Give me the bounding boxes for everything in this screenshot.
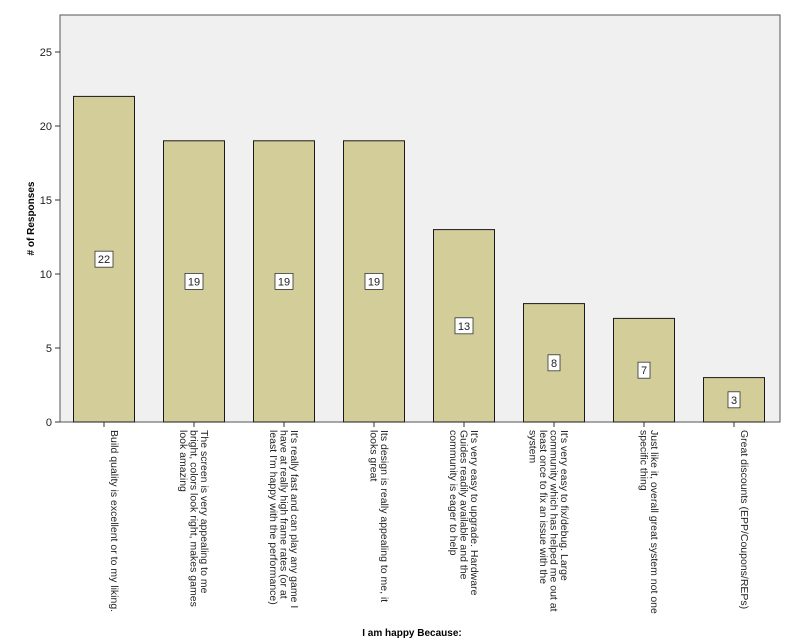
y-tick-label: 25 bbox=[40, 47, 52, 59]
data-label: 13 bbox=[458, 321, 470, 333]
x-tick-label-line: It's very easy to upgrade. Hardware bbox=[468, 430, 480, 596]
x-axis: Build quality is excellent or to my liki… bbox=[103, 422, 750, 614]
data-label: 19 bbox=[278, 276, 290, 288]
x-tick-label: Build quality is excellent or to my liki… bbox=[108, 430, 120, 612]
x-tick-label-line: bright, colors look right, makes games bbox=[188, 430, 200, 607]
data-label: 7 bbox=[641, 365, 647, 377]
data-label-box bbox=[94, 250, 114, 268]
data-label: 22 bbox=[98, 254, 110, 266]
y-tick-label: 15 bbox=[40, 195, 52, 207]
data-label-box bbox=[274, 272, 294, 290]
x-tick-label-line: Just like it, overall great system not o… bbox=[648, 430, 660, 614]
x-tick-label-line: community is eager to help bbox=[447, 430, 459, 556]
x-tick-label-line: look amazing bbox=[177, 430, 189, 492]
y-tick-label: 5 bbox=[46, 343, 52, 355]
y-tick-label: 10 bbox=[40, 269, 52, 281]
data-label-box bbox=[727, 391, 741, 409]
data-label-box bbox=[184, 272, 204, 290]
x-tick-label: The screen is very appealing to mebright… bbox=[177, 430, 210, 607]
x-tick-label: It's really fast and can play any game I… bbox=[267, 430, 300, 608]
x-tick-label: It's very easy to fix/debug. Largecommun… bbox=[527, 430, 571, 612]
data-label: 8 bbox=[551, 358, 557, 370]
x-tick-label-line: The screen is very appealing to me bbox=[198, 430, 210, 594]
x-tick-label-line: It's really fast and can play any game I bbox=[288, 430, 300, 608]
x-tick-label: Its design is really appealing to me, it… bbox=[368, 430, 391, 602]
x-tick-label-line: community which has helped me out at bbox=[548, 430, 560, 612]
y-axis: 0 5 10 15 20 25 bbox=[40, 47, 60, 429]
y-axis-title: # of Responses bbox=[26, 181, 37, 255]
data-label-box bbox=[547, 354, 561, 372]
data-label: 3 bbox=[731, 395, 737, 407]
data-label-box bbox=[454, 317, 474, 335]
x-tick-label-line: Its design is really appealing to me, it bbox=[378, 430, 390, 602]
x-tick-label-line: Build quality is excellent or to my liki… bbox=[108, 430, 120, 612]
x-tick-label-line: least I'm happy with the performance) bbox=[267, 430, 279, 605]
x-axis-title: I am happy Because: bbox=[362, 628, 461, 639]
data-label-box bbox=[637, 361, 651, 379]
data-label: 19 bbox=[188, 276, 200, 288]
data-label: 19 bbox=[368, 276, 380, 288]
bars-group: 22 19 19 19 13 8 7 3 bbox=[73, 95, 765, 423]
y-tick-label: 20 bbox=[40, 121, 52, 133]
data-label-box bbox=[364, 272, 384, 290]
x-tick-label-line: least once to fix an issue with the bbox=[537, 430, 549, 584]
x-tick-label: Great discounts (EPP/Coupons/REPs) bbox=[738, 430, 750, 609]
x-tick-label: It's very easy to upgrade. HardwareGuide… bbox=[447, 430, 480, 596]
y-tick-label: 0 bbox=[46, 417, 52, 429]
x-tick-label-line: specific thing bbox=[638, 430, 650, 491]
x-tick-label-line: It's very easy to fix/debug. Large bbox=[558, 430, 570, 581]
x-tick-label: Just like it, overall great system not o… bbox=[638, 430, 661, 614]
x-tick-label-line: Great discounts (EPP/Coupons/REPs) bbox=[738, 430, 750, 609]
x-tick-label-line: looks great bbox=[368, 430, 380, 481]
x-tick-label-line: Guides readily available and the bbox=[458, 430, 470, 580]
x-tick-label-line: have at really high frame rates (or at bbox=[278, 430, 290, 599]
x-tick-label-line: system bbox=[527, 430, 539, 464]
